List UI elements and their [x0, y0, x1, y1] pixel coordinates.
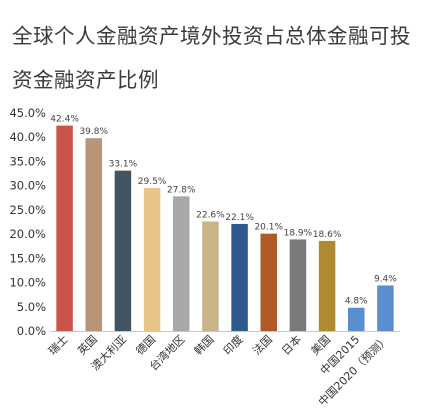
bar	[231, 223, 248, 331]
x-tick-label: 法国	[249, 332, 274, 357]
value-label: 42.4%	[50, 115, 79, 125]
bar	[377, 285, 394, 331]
x-tick-label: 日本	[279, 332, 304, 357]
value-label: 18.9%	[284, 228, 313, 238]
bar	[348, 307, 365, 331]
value-label: 9.4%	[374, 274, 397, 284]
y-tick-label: 5.0%	[17, 300, 46, 314]
y-tick-label: 40.0%	[9, 130, 46, 144]
y-tick-label: 35.0%	[9, 154, 46, 168]
x-tick-label: 美国	[308, 333, 333, 358]
x-tick-label: 瑞士	[45, 332, 70, 357]
value-labels: 42.4%39.8% 33.1%29.5%27.8% 22.6% 22.1%20.1%…	[50, 115, 397, 307]
y-tick-label: 45.0%	[9, 106, 46, 120]
x-tick-label: 德国	[133, 332, 158, 357]
bar	[260, 233, 277, 331]
value-label: 18.6%	[313, 230, 342, 240]
bar	[143, 188, 161, 331]
value-label: 39.8%	[79, 127, 108, 137]
value-label: 27.8%	[167, 185, 196, 195]
x-tick-label: 印度	[220, 332, 245, 357]
bar	[114, 170, 132, 331]
value-label: 29.5%	[138, 177, 167, 187]
value-label: 33.1%	[109, 160, 138, 170]
bar	[289, 239, 307, 331]
y-tick-label: 10.0%	[9, 276, 46, 290]
y-tick-label: 20.0%	[9, 227, 46, 241]
y-tick-label: 0.0%	[17, 324, 46, 338]
value-label: 22.6%	[196, 211, 225, 221]
x-tick-label: 韩国	[191, 332, 216, 357]
bar	[202, 221, 219, 331]
chart-title: 全球个人金融资产境外投资占总体金融可投资金融资产比例	[12, 24, 411, 92]
y-tick-label: 15.0%	[9, 251, 46, 265]
value-label: 20.1%	[254, 223, 283, 233]
bar	[318, 240, 336, 331]
bar	[85, 138, 102, 331]
bar	[56, 125, 73, 332]
y-tick-label: 30.0%	[9, 179, 46, 193]
y-axis: 0.0% 5.0% 10.0% 15.0% 20.0% 25.0% 30.0% 35.0% 40…	[9, 106, 46, 338]
x-tick-label: 英国	[74, 332, 99, 357]
value-label: 4.8%	[345, 297, 368, 307]
bars	[56, 125, 394, 332]
bar	[173, 196, 190, 331]
value-label: 22.1%	[225, 213, 254, 223]
y-tick-label: 25.0%	[9, 203, 46, 217]
